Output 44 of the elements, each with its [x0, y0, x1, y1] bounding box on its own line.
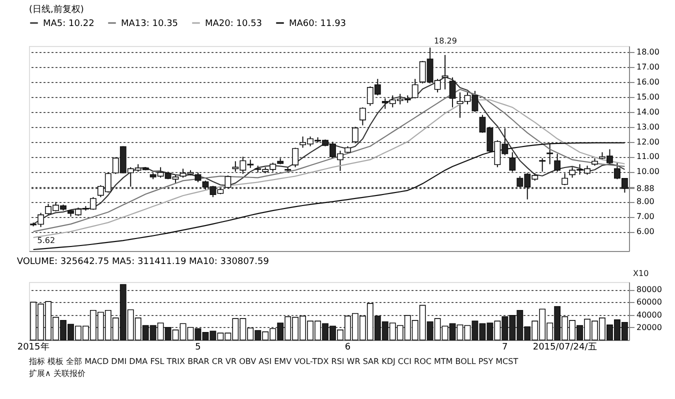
- x-tick-label: 5: [195, 342, 201, 352]
- annotation: 5.62: [37, 236, 56, 246]
- candlestick: [554, 153, 561, 172]
- y-tick-label: 12.00: [636, 137, 660, 146]
- legend-label: MA60: 11.93: [289, 19, 346, 29]
- candlestick: [449, 76, 456, 108]
- y-tick-label: 20000: [636, 322, 662, 332]
- legend-label: MA5: 10.22: [43, 19, 94, 29]
- chart-title: (日线,前复权): [29, 4, 84, 15]
- y-tick-label: 18.00: [636, 47, 660, 56]
- y-tick-label: 8.88: [636, 184, 654, 193]
- x-tick-label: 2015年: [17, 342, 50, 352]
- y-tick-label: 8.00: [636, 197, 654, 206]
- y-tick-label: 80000: [636, 285, 662, 294]
- y-tick-label: 60000: [636, 298, 662, 307]
- x-tick-label: 6: [344, 342, 351, 352]
- x-tick-label: 2015/07/24/五: [532, 342, 597, 352]
- y-tick-label: 14.00: [636, 107, 660, 116]
- candlestick: [292, 147, 299, 168]
- legend-label: MA13: 10.35: [121, 19, 178, 29]
- candlestick: [194, 172, 202, 183]
- candlestick: [359, 106, 366, 126]
- candlestick: [509, 152, 516, 172]
- text: 18.29: [434, 36, 457, 46]
- y-tick-label: 17.00: [636, 62, 660, 72]
- y-tick-label: 16.00: [636, 77, 660, 86]
- candlestick: [224, 174, 232, 189]
- y-tick-label: 6.00: [636, 227, 654, 236]
- y-tick-label: 11.00: [636, 152, 660, 162]
- y-tick-label: 40000: [636, 310, 662, 320]
- y-tick-label: 13.00: [636, 122, 660, 132]
- x-tick-label: 7: [502, 342, 508, 352]
- candlestick: [352, 126, 358, 144]
- text: X10: [633, 269, 649, 278]
- text: 指标 模板 全部 MACD DMI DMA FSL TRIX BRAR CR VR OBV ASI EMV VOL-TDX RSI WR SAR KDJ CCI ROC MTM BOLL PSY MCST: [28, 357, 518, 366]
- chart-title: VOLUME: 325642.75 MA5: 311411.19 MA10: 330807.59: [16, 257, 270, 267]
- y-tick-label: 15.00: [636, 92, 660, 102]
- candlestick: [442, 54, 448, 90]
- candlestick: [539, 158, 546, 172]
- y-tick-label: 10.00: [636, 167, 660, 176]
- legend-label: MA20: 10.53: [205, 19, 262, 29]
- candlestick: [412, 78, 418, 99]
- y-tick-label: 7.00: [636, 212, 654, 222]
- text: 扩展∧ 关联报价: [29, 369, 86, 378]
